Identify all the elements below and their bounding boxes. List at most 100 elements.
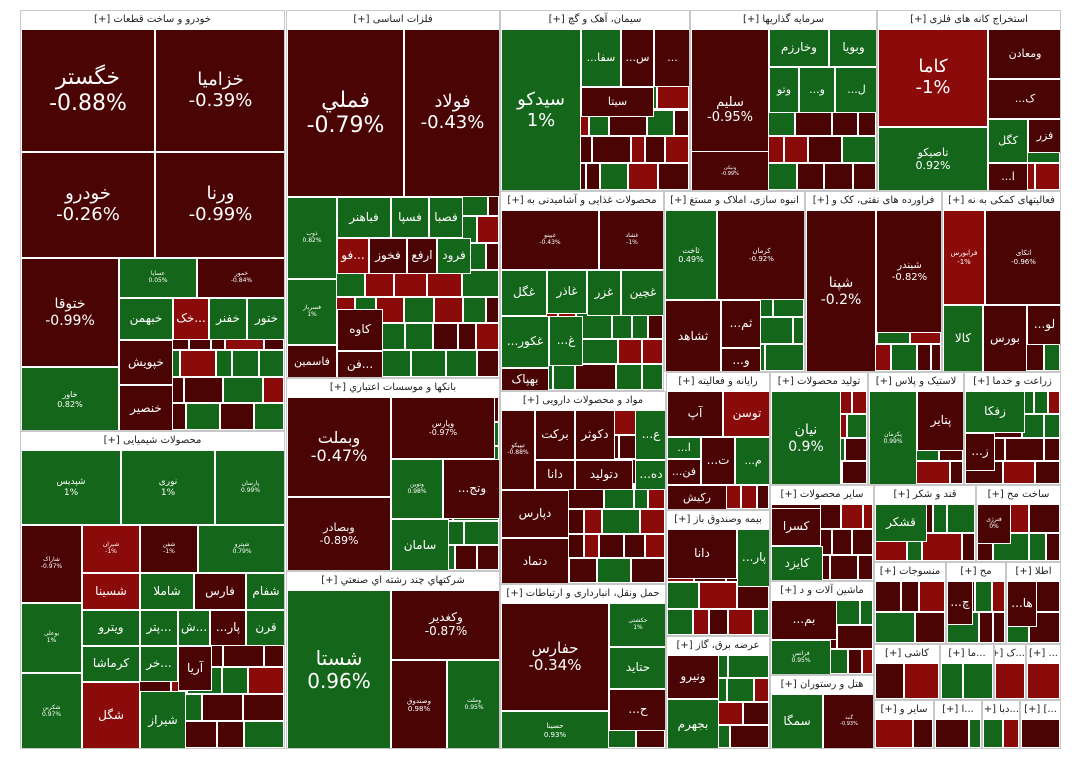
- stock-tile-small[interactable]: [852, 529, 873, 555]
- stock-tile-small[interactable]: [263, 376, 284, 404]
- stock-tile[interactable]: ارفع: [407, 238, 437, 274]
- stock-tile-small[interactable]: [941, 663, 963, 699]
- sector-title[interactable]: ... [+]: [1029, 648, 1058, 659]
- stock-tile[interactable]: ...ا: [667, 437, 701, 459]
- stock-tile[interactable]: پارسان 0.99%: [215, 450, 284, 525]
- stock-tile-small[interactable]: [933, 504, 947, 533]
- stock-tile[interactable]: دتولید: [575, 460, 633, 490]
- stock-tile-small[interactable]: [863, 504, 873, 530]
- stock-tile-small[interactable]: [1034, 391, 1048, 415]
- sector-title[interactable]: ...ک [+]: [995, 648, 1025, 659]
- stock-tile-small[interactable]: [455, 545, 477, 570]
- stock-tile-small[interactable]: [462, 269, 499, 297]
- stock-tile-small[interactable]: [667, 608, 693, 635]
- stock-tile[interactable]: ...ها: [1007, 581, 1037, 627]
- stock-tile-small[interactable]: [486, 296, 499, 324]
- stock-tile[interactable]: شفام: [246, 573, 284, 610]
- stock-tile-small[interactable]: [477, 216, 499, 244]
- stock-tile-small[interactable]: [904, 663, 939, 699]
- stock-tile-small[interactable]: [848, 649, 862, 674]
- stock-tile-small[interactable]: [394, 269, 427, 297]
- stock-tile-small[interactable]: [667, 582, 699, 609]
- sector-title[interactable]: سایر محصولات [+]: [780, 489, 864, 500]
- stock-tile[interactable]: ...ثم: [721, 300, 761, 348]
- stock-tile[interactable]: دکوثر: [575, 410, 615, 460]
- stock-tile-small[interactable]: [600, 163, 628, 190]
- stock-tile[interactable]: غگل: [501, 270, 547, 316]
- stock-tile[interactable]: بوعلی 1%: [21, 603, 82, 673]
- stock-tile-small[interactable]: [631, 558, 665, 583]
- stock-tile-small[interactable]: [248, 666, 284, 694]
- stock-tile[interactable]: زفکا: [965, 391, 1025, 433]
- stock-tile[interactable]: شیران -1%: [82, 525, 140, 573]
- sector-title[interactable]: محصولات غذایی و آشامیدنی به [+]: [507, 195, 657, 206]
- stock-tile[interactable]: خمور -0.84%: [197, 258, 284, 298]
- stock-tile-small[interactable]: [624, 533, 645, 559]
- sector-title[interactable]: استخراج کانه های فلزی [+]: [910, 14, 1028, 25]
- sector-title[interactable]: سرمایه گذاریها [+]: [742, 14, 825, 25]
- stock-tile[interactable]: فسرباز 1%: [287, 279, 337, 345]
- stock-tile-small[interactable]: [765, 344, 804, 371]
- stock-tile-small[interactable]: [901, 581, 919, 612]
- sector-title[interactable]: لاستیک و پلاس [+]: [875, 376, 957, 387]
- stock-tile[interactable]: خفنر: [209, 298, 247, 340]
- stock-tile[interactable]: ...غکور: [501, 316, 549, 368]
- stock-tile[interactable]: ...لو: [1027, 305, 1060, 345]
- stock-tile-small[interactable]: [180, 349, 216, 377]
- stock-tile-small[interactable]: [862, 649, 873, 674]
- stock-tile-small[interactable]: [433, 323, 458, 351]
- stock-tile[interactable]: خر...: [140, 646, 178, 682]
- stock-tile[interactable]: فرانس 0.95%: [771, 640, 831, 674]
- stock-tile[interactable]: ثاخت 0.49%: [665, 210, 717, 300]
- sector-title[interactable]: عرضه برق، گاز [+]: [676, 640, 760, 651]
- stock-tile-small[interactable]: [847, 414, 867, 438]
- stock-tile[interactable]: گنبد -0.93%: [823, 694, 873, 748]
- stock-tile[interactable]: برکت: [535, 410, 575, 460]
- stock-tile[interactable]: ...چ: [947, 581, 973, 625]
- stock-tile[interactable]: خبهمن: [119, 298, 173, 340]
- stock-tile-small[interactable]: [220, 403, 254, 430]
- stock-tile-small[interactable]: [1035, 460, 1060, 484]
- stock-tile-small[interactable]: [222, 666, 248, 694]
- sector-title[interactable]: ...] [+]: [1024, 704, 1057, 715]
- stock-tile[interactable]: فرود: [437, 238, 471, 274]
- stock-tile-small[interactable]: [753, 608, 769, 635]
- stock-tile-small[interactable]: [915, 612, 945, 643]
- stock-tile-small[interactable]: [1021, 719, 1060, 748]
- stock-tile-small[interactable]: [665, 136, 689, 164]
- stock-tile-small[interactable]: [797, 163, 824, 190]
- stock-tile-small[interactable]: [477, 350, 499, 377]
- stock-tile[interactable]: رکیش: [667, 485, 727, 509]
- stock-tile[interactable]: خپویش: [119, 340, 173, 385]
- stock-tile[interactable]: سمگا: [771, 694, 823, 748]
- stock-tile-small[interactable]: [259, 349, 284, 377]
- stock-tile-small[interactable]: [411, 350, 446, 377]
- stock-tile-small[interactable]: [612, 312, 632, 339]
- stock-tile-small[interactable]: [741, 485, 757, 509]
- stock-tile-small[interactable]: [699, 582, 737, 609]
- stock-tile[interactable]: دانا: [535, 460, 575, 490]
- stock-tile-small[interactable]: [232, 349, 259, 377]
- stock-tile-small[interactable]: [616, 364, 642, 390]
- stock-tile-small[interactable]: [553, 364, 575, 390]
- stock-tile-small[interactable]: [757, 485, 769, 509]
- stock-tile[interactable]: وخارزم: [769, 29, 829, 67]
- stock-tile-small[interactable]: [642, 338, 663, 365]
- stock-tile-small[interactable]: [858, 109, 876, 137]
- stock-tile-small[interactable]: [837, 624, 873, 650]
- stock-tile-small[interactable]: [223, 376, 263, 404]
- stock-tile[interactable]: پتایر: [917, 391, 963, 451]
- stock-tile[interactable]: غبینو -0.43%: [501, 210, 599, 270]
- sector-title[interactable]: فعالیتهای کمکی به نه [+]: [948, 195, 1055, 206]
- stock-tile-small[interactable]: [186, 403, 220, 430]
- stock-tile[interactable]: شیراز: [140, 691, 186, 748]
- stock-tile-small[interactable]: [842, 460, 867, 484]
- sector-title[interactable]: هتل و رستوران [+]: [780, 679, 864, 690]
- stock-tile-small[interactable]: [845, 437, 867, 461]
- stock-tile[interactable]: خاور 0.82%: [21, 367, 119, 430]
- stock-tile[interactable]: ...سفا: [581, 29, 621, 87]
- stock-tile[interactable]: خک...: [173, 298, 209, 340]
- stock-tile-small[interactable]: [795, 109, 832, 137]
- stock-tile-small[interactable]: [584, 508, 602, 534]
- stock-tile-small[interactable]: [1044, 437, 1060, 461]
